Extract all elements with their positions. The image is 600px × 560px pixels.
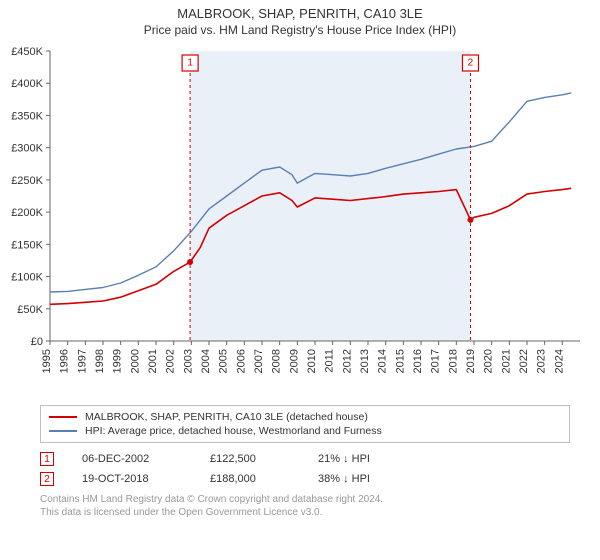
svg-text:2015: 2015 (394, 349, 406, 373)
svg-text:2007: 2007 (253, 349, 265, 373)
legend-label-hpi: HPI: Average price, detached house, West… (85, 425, 382, 437)
svg-text:£400K: £400K (11, 78, 43, 90)
svg-text:£150K: £150K (11, 239, 43, 251)
svg-text:2022: 2022 (518, 349, 530, 373)
svg-text:2005: 2005 (218, 349, 230, 373)
svg-text:1: 1 (187, 58, 193, 69)
svg-text:2: 2 (468, 58, 474, 69)
legend-row-hpi: HPI: Average price, detached house, West… (49, 424, 561, 438)
svg-text:£50K: £50K (17, 304, 43, 316)
legend-swatch-hpi (49, 430, 77, 432)
svg-text:2004: 2004 (200, 349, 212, 373)
svg-text:2020: 2020 (483, 349, 495, 373)
svg-text:2011: 2011 (324, 349, 336, 373)
footer-line-2: This data is licensed under the Open Gov… (40, 506, 570, 519)
transaction-table: 1 06-DEC-2002 £122,500 21% ↓ HPI 2 19-OC… (40, 449, 570, 489)
transaction-marker-1: 1 (40, 452, 54, 466)
svg-text:£100K: £100K (11, 272, 43, 284)
footer-line-1: Contains HM Land Registry data © Crown c… (40, 493, 570, 506)
svg-text:2006: 2006 (235, 349, 247, 373)
svg-text:2023: 2023 (536, 349, 548, 373)
chart-subtitle: Price paid vs. HM Land Registry's House … (0, 21, 600, 41)
svg-text:2021: 2021 (500, 349, 512, 373)
svg-text:2024: 2024 (553, 349, 565, 373)
svg-text:2019: 2019 (465, 349, 477, 373)
svg-text:2003: 2003 (182, 349, 194, 373)
svg-text:£250K: £250K (11, 175, 43, 187)
svg-text:£200K: £200K (11, 207, 43, 219)
transaction-marker-2: 2 (40, 472, 54, 486)
svg-text:1995: 1995 (41, 349, 53, 373)
legend-row-property: MALBROOK, SHAP, PENRITH, CA10 3LE (detac… (49, 410, 561, 424)
svg-text:2009: 2009 (288, 349, 300, 373)
legend-swatch-property (49, 416, 77, 418)
svg-text:2000: 2000 (129, 349, 141, 373)
svg-text:2012: 2012 (341, 349, 353, 373)
svg-text:2008: 2008 (271, 349, 283, 373)
svg-text:2014: 2014 (377, 349, 389, 373)
legend: MALBROOK, SHAP, PENRITH, CA10 3LE (detac… (40, 405, 570, 443)
svg-text:1997: 1997 (76, 349, 88, 373)
svg-text:£450K: £450K (11, 46, 43, 58)
svg-text:1998: 1998 (94, 349, 106, 373)
transaction-row-1: 1 06-DEC-2002 £122,500 21% ↓ HPI (40, 449, 570, 469)
chart-area: £0 £50K £100K £150K £200K £250K £300K £350K £400… (0, 41, 600, 401)
svg-text:£300K: £300K (11, 143, 43, 155)
transaction-delta-1: 21% ↓ HPI (318, 453, 418, 465)
svg-text:£350K: £350K (11, 110, 43, 122)
footer: Contains HM Land Registry data © Crown c… (40, 493, 570, 519)
transaction-date-2: 19-OCT-2018 (82, 473, 182, 485)
chart-container: MALBROOK, SHAP, PENRITH, CA10 3LE Price … (0, 0, 600, 560)
transaction-delta-2: 38% ↓ HPI (318, 473, 418, 485)
svg-text:2010: 2010 (306, 349, 318, 373)
legend-label-property: MALBROOK, SHAP, PENRITH, CA10 3LE (detac… (85, 411, 368, 423)
svg-text:2001: 2001 (147, 349, 159, 373)
transaction-price-2: £188,000 (210, 473, 290, 485)
transaction-row-2: 2 19-OCT-2018 £188,000 38% ↓ HPI (40, 469, 570, 489)
line-chart-svg: £0 £50K £100K £150K £200K £250K £300K £350K £400… (0, 41, 600, 401)
svg-text:2002: 2002 (165, 349, 177, 373)
transaction-date-1: 06-DEC-2002 (82, 453, 182, 465)
svg-text:2013: 2013 (359, 349, 371, 373)
svg-text:1996: 1996 (59, 349, 71, 373)
transaction-price-1: £122,500 (210, 453, 290, 465)
svg-text:£0: £0 (31, 336, 43, 348)
chart-title: MALBROOK, SHAP, PENRITH, CA10 3LE (0, 0, 600, 21)
svg-text:2017: 2017 (430, 349, 442, 373)
svg-text:2018: 2018 (447, 349, 459, 373)
svg-text:1999: 1999 (112, 349, 124, 373)
svg-text:2016: 2016 (412, 349, 424, 373)
